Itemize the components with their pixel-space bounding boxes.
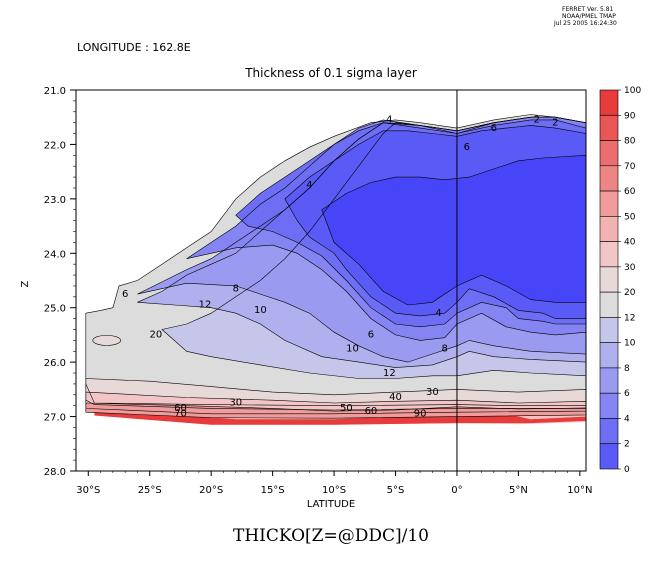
colorbar-swatch <box>599 241 619 268</box>
y-tick-label: 23.0 <box>44 195 66 206</box>
colorbar-label: 50 <box>624 212 636 222</box>
contour-label: 4 <box>435 308 441 319</box>
contour-label: 2 <box>552 117 558 128</box>
contour-band-60-70 <box>85 403 587 419</box>
colorbar-swatch <box>599 165 619 192</box>
contour-label: 8 <box>233 283 239 294</box>
contour-label: 30 <box>229 398 242 409</box>
contour-label: 10 <box>254 305 267 316</box>
colorbar-label: 4 <box>624 414 630 424</box>
colorbar-label: 10 <box>624 339 636 349</box>
x-tick-label: 5°N <box>509 485 528 496</box>
lab-name: NOAA/PMEL TMAP <box>562 13 616 20</box>
colorbar-swatch <box>599 89 619 116</box>
colorbar-label: 2 <box>624 440 630 450</box>
contour-label: 2 <box>534 115 540 126</box>
y-tick-label: 24.0 <box>44 249 66 260</box>
colorbar-swatch <box>599 190 619 217</box>
contour-label: 10 <box>346 343 359 354</box>
y-tick-label: 27.0 <box>44 413 66 424</box>
x-tick-label: 10°S <box>322 485 346 496</box>
x-tick-label: 5°S <box>387 485 405 496</box>
contour-label: 6 <box>464 142 470 153</box>
contour-bands <box>85 114 587 425</box>
contour-line <box>284 125 587 319</box>
colorbar-label: 8 <box>624 364 630 374</box>
contour-label: 70 <box>174 409 187 420</box>
ferret-version: FERRET Ver. 5.81 <box>562 6 614 13</box>
colorbar-swatch <box>599 317 619 343</box>
colorbar-label: 60 <box>624 187 636 197</box>
x-tick-label: 25°S <box>138 485 162 496</box>
x-tick-label: 10°N <box>567 485 592 496</box>
contour-label: 12 <box>199 300 212 311</box>
contour-label: 90 <box>414 409 427 420</box>
contour-line <box>85 391 587 415</box>
contour-label: 60 <box>174 403 187 414</box>
x-tick-label: 30°S <box>76 485 100 496</box>
colorbar-swatch <box>599 291 619 318</box>
colorbar-label: 40 <box>624 238 636 248</box>
colorbar-label: 100 <box>624 86 641 96</box>
x-tick-label: 0° <box>451 485 462 496</box>
colorbar-swatch <box>599 367 619 394</box>
chart-title: Thickness of 0.1 sigma layer <box>244 66 417 80</box>
x-tick-label: 15°S <box>261 485 285 496</box>
contour-label: 50 <box>340 403 353 414</box>
contour-line <box>186 116 587 341</box>
longitude-label: LONGITUDE : 162.8E <box>77 41 191 54</box>
contour-label: 30 <box>426 387 439 398</box>
colorbar-label: 6 <box>624 389 630 399</box>
colorbar-swatch <box>599 140 619 167</box>
x-axis-ticks: 30°S 25°S 20°S 15°S 10°S 5°S 0° 5°N 10°N <box>76 471 592 496</box>
colorbar-label: 70 <box>624 162 636 172</box>
y-tick-label: 28.0 <box>44 467 66 478</box>
colorbar-label: 30 <box>624 263 636 273</box>
y-axis-ticks: 21.0 22.0 23.0 24.0 25.0 26.0 27.0 28.0 <box>44 86 76 478</box>
plot-frame <box>75 89 587 472</box>
colorbar-swatch <box>599 443 619 470</box>
contour-band-30-40-lens <box>92 335 122 346</box>
colorbar-label: 0 <box>624 465 630 475</box>
colorbar-swatch <box>599 266 619 293</box>
contour-label: 6 <box>491 123 497 134</box>
contour-label: 6 <box>368 330 374 341</box>
contour-label: 4 <box>386 115 392 126</box>
contour-label: 8 <box>441 343 447 354</box>
colorbar-label: 80 <box>624 137 636 147</box>
colorbar-label: 12 <box>624 313 635 323</box>
colorbar-swatch <box>599 342 619 369</box>
contour-label: 12 <box>383 368 396 379</box>
contour-line <box>235 119 587 328</box>
contour-label: 40 <box>389 392 402 403</box>
y-tick-label: 25.0 <box>44 304 66 315</box>
contour-label: 6 <box>122 289 128 300</box>
colorbar-swatch <box>599 392 619 419</box>
command-label: THICKO[Z=@DDC]/10 <box>233 526 429 546</box>
colorbar-swatch <box>599 216 619 242</box>
colorbar-swatch <box>599 114 619 141</box>
colorbar-label: 20 <box>624 288 636 298</box>
x-tick-label: 20°S <box>199 485 223 496</box>
plot-date: Jul 25 2005 16:24:30 <box>553 20 617 27</box>
y-tick-label: 26.0 <box>44 358 66 369</box>
contour-label: 20 <box>150 330 163 341</box>
contour-line <box>85 114 587 407</box>
contour-label: 4 <box>306 180 312 191</box>
y-tick-label: 22.0 <box>44 140 66 151</box>
contour-band-0-2 <box>321 155 586 305</box>
contour-line <box>85 402 587 419</box>
colorbar-swatch <box>599 418 619 445</box>
x-axis-label: LATITUDE <box>307 499 355 510</box>
y-tick-label: 21.0 <box>44 86 66 97</box>
y-axis-label: Z <box>20 280 31 287</box>
colorbar-label: 90 <box>624 111 636 121</box>
contour-label: 60 <box>365 406 378 417</box>
